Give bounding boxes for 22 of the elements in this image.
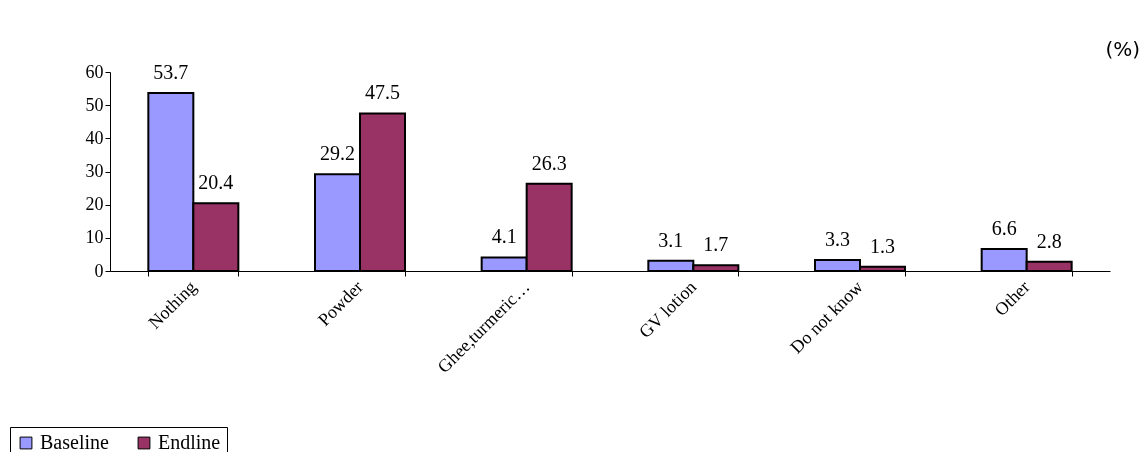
data-label: 6.6	[991, 217, 1017, 240]
y-tick-label: 10	[85, 227, 104, 248]
data-label: 53.7	[153, 60, 189, 83]
y-tick-label: 0	[94, 260, 104, 281]
y-tick-label: 20	[85, 194, 104, 215]
data-label: 3.1	[658, 228, 684, 251]
y-tick-label: 60	[85, 61, 104, 82]
data-label: 29.2	[320, 142, 355, 165]
text: (%)	[1105, 37, 1140, 61]
data-label: 26.3	[531, 151, 567, 174]
data-label: 47.5	[365, 81, 400, 104]
y-tick-label: 40	[85, 127, 104, 148]
data-label: 20.4	[198, 171, 234, 194]
legend-label: Baseline	[40, 431, 109, 452]
legend-label: Endline	[158, 431, 221, 452]
data-label: 1.3	[870, 234, 895, 257]
y-tick-label: 50	[85, 94, 104, 115]
y-tick-label: 30	[85, 161, 104, 181]
data-label: 1.7	[703, 233, 729, 256]
data-label: 3.3	[825, 228, 850, 251]
data-label: 2.8	[1036, 229, 1062, 252]
data-label: 4.1	[491, 225, 517, 248]
